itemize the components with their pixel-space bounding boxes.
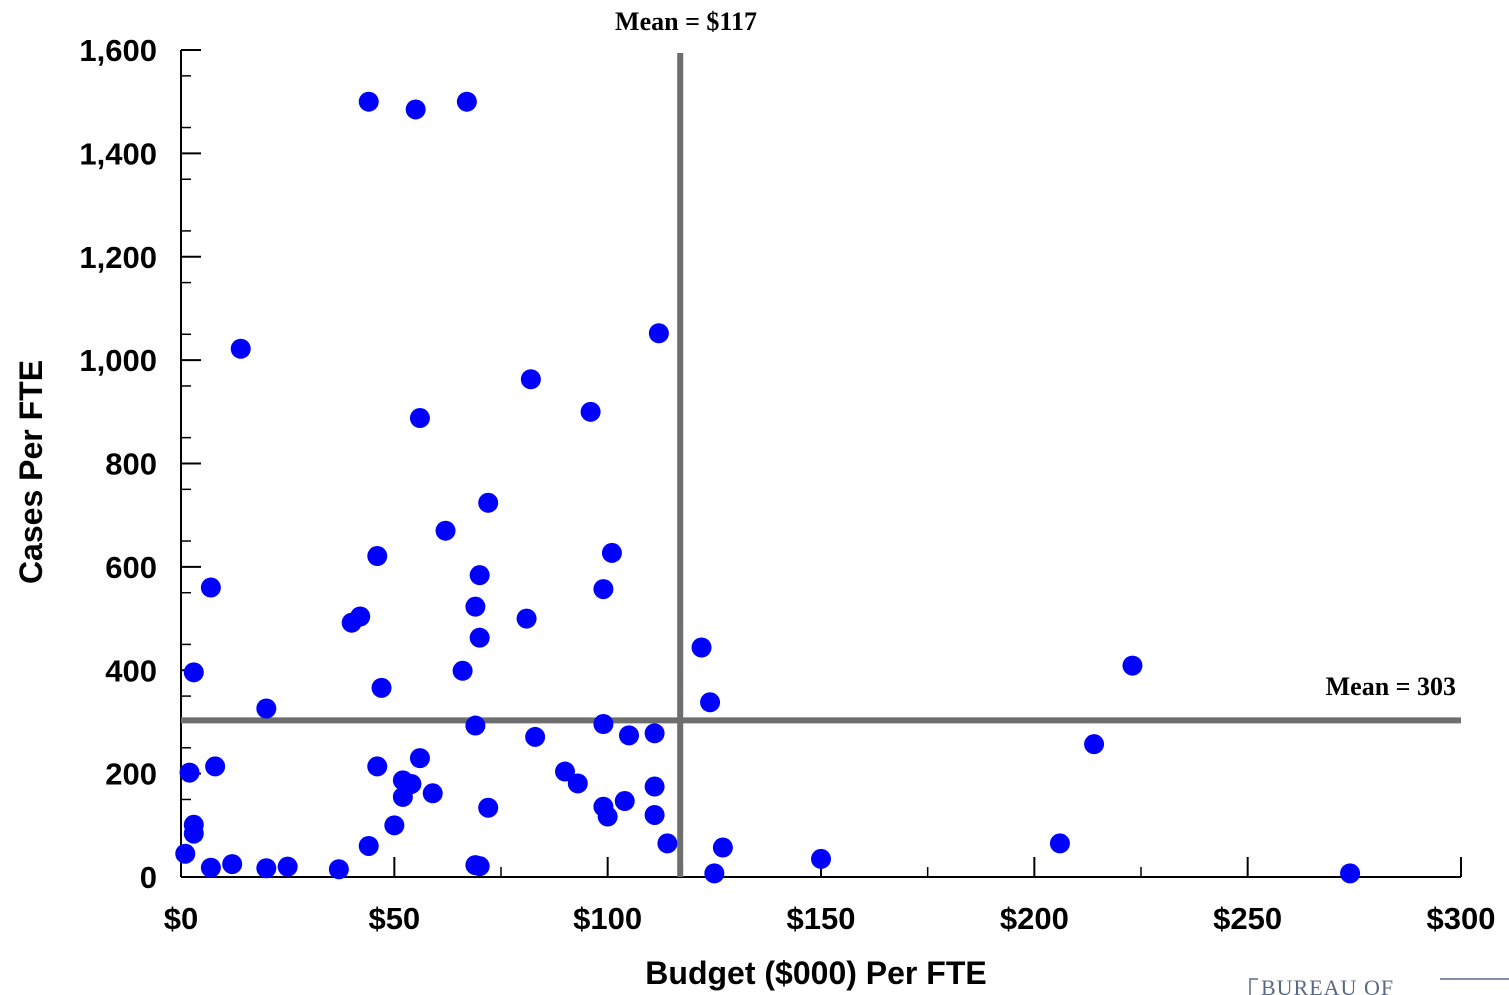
data-point: [200, 577, 221, 598]
logo-text: BUREAU OF: [1261, 975, 1394, 995]
bureau-logo: BUREAU OF: [1249, 975, 1509, 995]
data-point: [644, 776, 665, 797]
data-point: [478, 797, 499, 818]
data-point: [811, 848, 831, 869]
data-point: [469, 856, 490, 877]
data-point: [358, 835, 379, 856]
data-point: [597, 806, 618, 827]
x-tick-label: $0: [164, 901, 198, 936]
y-tick-label: 400: [105, 653, 157, 688]
horizontal-mean-label: Mean = 303: [1326, 672, 1456, 701]
data-point: [230, 338, 251, 359]
y-tick-label: 1,000: [79, 343, 157, 378]
data-point: [409, 408, 430, 429]
data-point: [456, 91, 477, 112]
data-point: [580, 401, 601, 422]
data-point: [384, 815, 405, 836]
vertical-mean-label: Mean = $117: [615, 7, 757, 36]
data-point: [367, 546, 388, 567]
data-point: [704, 863, 725, 884]
data-point: [657, 833, 678, 854]
data-point: [520, 369, 541, 390]
data-point: [700, 692, 721, 713]
y-tick-label: 800: [105, 447, 157, 482]
data-point: [465, 715, 486, 736]
data-point: [465, 596, 486, 617]
data-point: [525, 726, 546, 747]
data-point: [328, 859, 349, 880]
data-point: [1122, 655, 1143, 676]
data-point: [409, 748, 430, 769]
data-point: [341, 612, 362, 633]
data-point: [593, 579, 614, 600]
data-point: [200, 857, 221, 878]
x-tick-label: $150: [787, 901, 856, 936]
data-point: [358, 91, 379, 112]
data-point: [367, 756, 388, 777]
data-point: [601, 542, 622, 563]
data-point: [371, 677, 392, 698]
x-tick-label: $250: [1213, 901, 1282, 936]
y-axis-title: Cases Per FTE: [13, 360, 49, 584]
data-point: [555, 761, 575, 782]
x-tick-label: $50: [368, 901, 420, 936]
y-tick-label: 1,200: [79, 240, 157, 275]
data-point: [256, 858, 277, 879]
data-point: [516, 608, 537, 629]
x-tick-label: $100: [573, 901, 642, 936]
y-tick-label: 1,600: [79, 33, 157, 68]
data-point: [691, 637, 712, 658]
x-tick-label: $200: [1000, 901, 1069, 936]
data-point: [179, 762, 200, 783]
y-tick-label: 200: [105, 757, 157, 792]
data-point: [469, 565, 490, 586]
data-point: [205, 756, 226, 777]
tick-labels: 0 200 400 600 800 1,000 1,200 1,400 1,600 $0 $50 $1…: [79, 33, 1495, 936]
data-point: [644, 723, 665, 744]
y-tick-label: 600: [105, 550, 157, 585]
x-tick-label: $300: [1427, 901, 1496, 936]
data-point: [712, 837, 733, 858]
data-point: [614, 791, 635, 812]
data-point: [469, 627, 490, 648]
data-point: [277, 856, 298, 877]
data-point: [1084, 734, 1105, 755]
x-axis-title: Budget ($000) Per FTE: [645, 955, 986, 991]
data-point: [644, 804, 665, 825]
data-point: [392, 786, 413, 807]
axes: [180, 49, 1462, 878]
data-point: [452, 660, 473, 681]
data-point: [1340, 863, 1361, 884]
data-point: [422, 783, 443, 804]
y-tick-label: 0: [140, 860, 157, 895]
data-point: [567, 773, 588, 794]
data-point: [593, 714, 614, 735]
data-point: [435, 520, 456, 541]
reference-lines: [181, 53, 1461, 877]
data-point: [648, 323, 669, 344]
y-tick-label: 1,400: [79, 136, 157, 171]
data-point: [175, 843, 196, 864]
data-point: [478, 492, 499, 513]
data-points: [175, 91, 1361, 884]
data-point: [256, 698, 277, 719]
data-point: [619, 725, 639, 746]
data-point: [405, 99, 426, 120]
data-point: [1049, 833, 1070, 854]
data-point: [183, 823, 204, 844]
data-point: [183, 662, 204, 683]
data-point: [222, 854, 243, 875]
